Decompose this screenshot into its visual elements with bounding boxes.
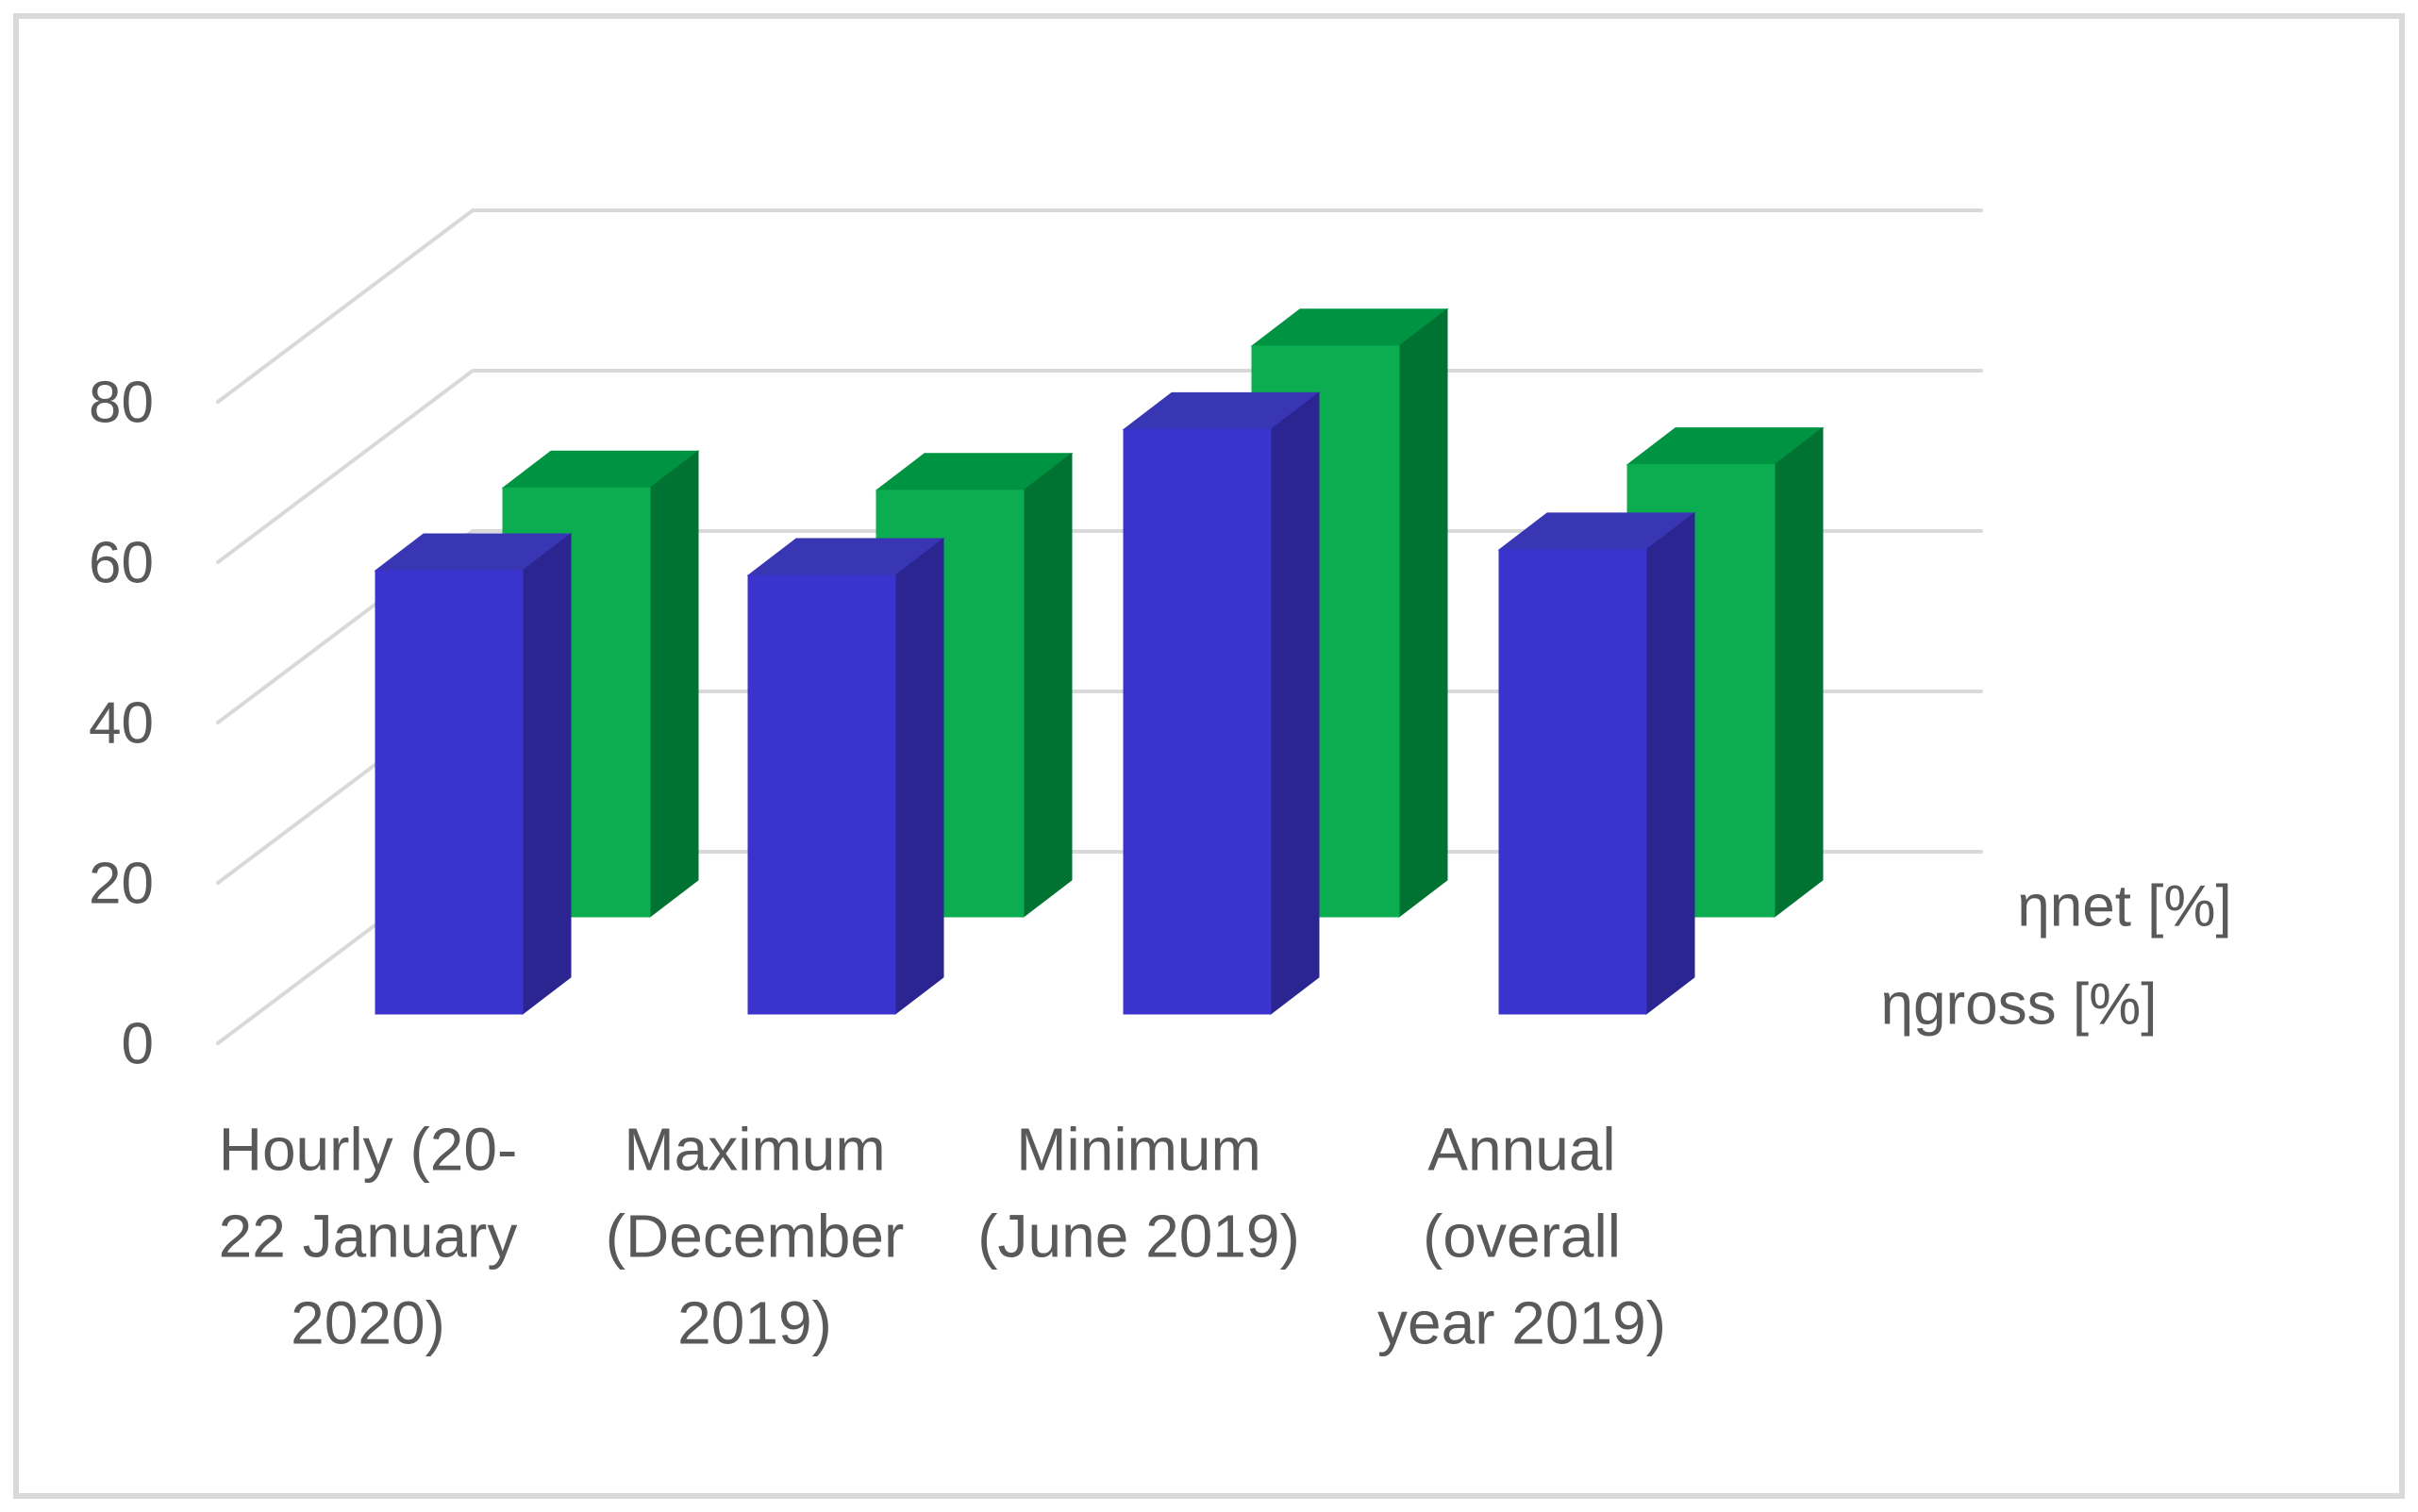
- gridline-80: [216, 208, 1983, 404]
- value-tick-label-0: 0: [122, 1012, 154, 1077]
- bar-gross-2-side-face: [1270, 391, 1320, 1016]
- bar-gross-0-front-face: [375, 570, 524, 1015]
- category-label-2-line-0: Minimum: [1016, 1115, 1261, 1183]
- figure-border: [13, 13, 2405, 1499]
- bar-net-3-side-face: [1774, 426, 1824, 919]
- bar-net-0-side-face: [649, 450, 699, 919]
- bar-gross-3-front-face: [1498, 549, 1647, 1015]
- gridline-40: [216, 529, 1983, 724]
- value-tick-label-80: 80: [89, 371, 154, 436]
- category-label-1-line-2: 2019): [677, 1288, 832, 1356]
- series-label-net: ηnet [%]: [2017, 874, 2231, 939]
- category-label-3-line-2: year 2019): [1377, 1288, 1666, 1356]
- bar-gross-1-side-face: [894, 538, 944, 1016]
- bar-gross-1-front-face: [747, 574, 896, 1015]
- category-axis-labels: Hourly (20- 22 January 2020) Maximum (Decemb…: [219, 1115, 1666, 1356]
- category-label-0-line-1: 22 January: [219, 1202, 518, 1270]
- category-label-3-line-1: (overall: [1423, 1202, 1621, 1270]
- category-label-3-line-0: Annual: [1427, 1115, 1615, 1183]
- category-label-2-line-1: (June 2019): [977, 1202, 1300, 1270]
- gridlines-layer: [216, 208, 1983, 1045]
- category-label-0-line-0: Hourly (20-: [219, 1115, 518, 1183]
- category-label-0-line-2: 2020): [291, 1288, 445, 1356]
- bars-layer: [374, 307, 1825, 1016]
- category-label-1-line-0: Maximum: [624, 1115, 885, 1183]
- value-axis-labels: 0 20 40 60 80: [89, 371, 154, 1077]
- series-label-gross: ηgross [%]: [1881, 972, 2158, 1038]
- bar-net-2-side-face: [1398, 307, 1448, 919]
- value-tick-label-40: 40: [89, 691, 154, 756]
- bar-gross-0-side-face: [522, 532, 572, 1016]
- value-tick-label-60: 60: [89, 531, 154, 596]
- value-tick-label-20: 20: [89, 852, 154, 917]
- bar-gross-2-front-face: [1123, 428, 1272, 1015]
- bar-gross-3-side-face: [1645, 511, 1695, 1016]
- category-label-1-line-1: (December: [606, 1202, 905, 1270]
- gridline-60: [216, 369, 1983, 564]
- bar-net-1-side-face: [1023, 452, 1073, 919]
